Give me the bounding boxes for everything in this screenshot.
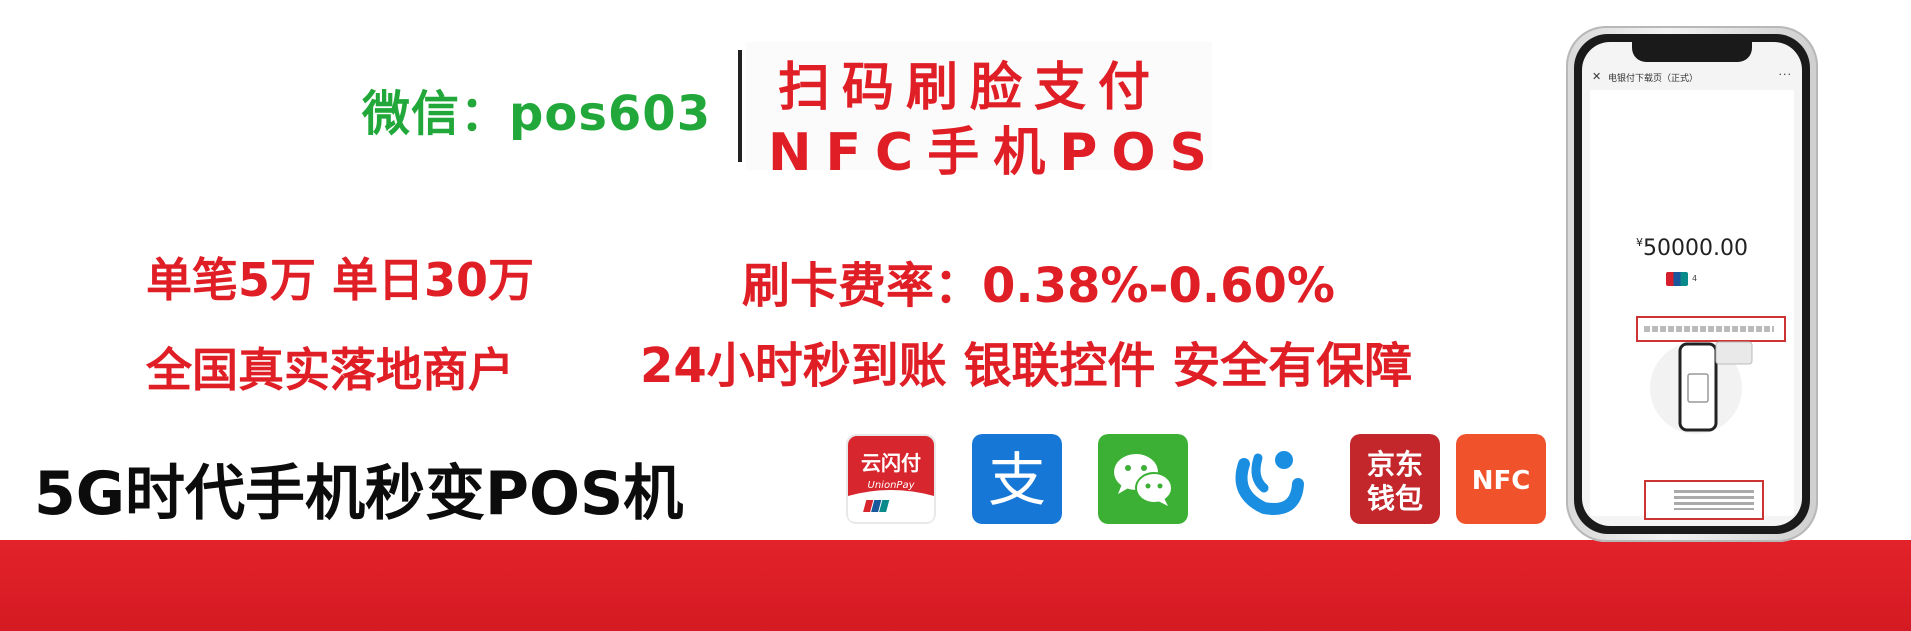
phone-mockup: ✕ 电银付下载页（正式） ··· ¥50000.00 4 (1566, 26, 1818, 542)
notice-box (1636, 316, 1786, 342)
payment-icons: 云闪付 UnionPay 支 (846, 434, 1546, 526)
alipay-icon: 支 (972, 434, 1062, 524)
unionpay-card-icon (1666, 272, 1688, 286)
feature-rate: 刷卡费率：0.38%-0.60% (742, 258, 1335, 314)
screen-title: 电银付下载页（正式） (1608, 74, 1699, 84)
bottom-card-box (1644, 480, 1764, 520)
feature-limit: 单笔5万 单日30万 (146, 253, 535, 307)
wechat-contact: 微信：pos603 (362, 86, 712, 142)
unionpay-en-label: UnionPay (868, 480, 916, 491)
feature-merchants: 全国真实落地商户 (146, 343, 514, 397)
nfc-icon: NFC (1456, 434, 1546, 524)
payment-amount: ¥50000.00 (1590, 236, 1794, 261)
screen-body: ¥50000.00 4 (1590, 90, 1794, 516)
currency-symbol: ¥ (1636, 236, 1643, 249)
jd-label-1: 京东 (1367, 448, 1423, 481)
feature-settlement: 24小时秒到账 银联控件 安全有保障 (640, 338, 1413, 394)
jd-label-2: 钱包 (1367, 482, 1423, 515)
jd-wallet-icon: 京东 钱包 (1350, 434, 1440, 524)
alipay-label: 支 (988, 446, 1046, 514)
phone-bezel: ✕ 电银付下载页（正式） ··· ¥50000.00 4 (1574, 34, 1810, 534)
unionpay-cloud-icon: 云闪付 UnionPay (846, 434, 936, 524)
headline-nfc-pos: NFC手机POS (768, 123, 1221, 183)
slogan: 5G时代手机秒变POS机 (34, 459, 684, 529)
more-icon[interactable]: ··· (1778, 68, 1792, 81)
bestpay-icon (1224, 434, 1314, 524)
amount-value: 50000.00 (1643, 236, 1748, 261)
red-bottom-band (0, 540, 1911, 631)
card-suffix: 4 (1692, 274, 1698, 283)
phone-notch (1632, 42, 1752, 62)
close-icon[interactable]: ✕ (1592, 70, 1602, 83)
phone-screen: ✕ 电银付下载页（正式） ··· ¥50000.00 4 (1582, 42, 1802, 526)
unionpay-cn-label: 云闪付 (861, 451, 921, 475)
header-box (746, 42, 1212, 170)
wechat-pay-icon (1098, 434, 1188, 524)
nfc-tap-illustration (1650, 341, 1753, 434)
header-divider (738, 50, 742, 162)
screen-header: ✕ 电银付下载页（正式） ··· (1582, 66, 1802, 88)
headline-scan-pay: 扫码刷脸支付 (778, 58, 1163, 118)
nfc-label: NFC (1472, 466, 1531, 496)
